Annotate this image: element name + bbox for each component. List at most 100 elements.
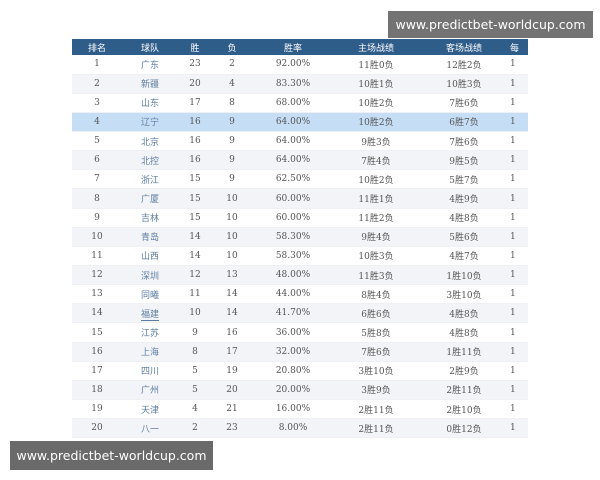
cell-away-record: 4胜8负 bbox=[418, 208, 510, 228]
col-header-rank[interactable]: 排名 bbox=[87, 43, 106, 54]
cell-wins: 14 bbox=[178, 227, 212, 247]
col-header-away-record[interactable]: 客场战绩 bbox=[445, 43, 482, 54]
cell-away-record: 5胜6负 bbox=[418, 227, 510, 247]
cell-losses: 10 bbox=[212, 246, 252, 267]
table-row[interactable]: 7 浙江 15 9 62.50% 10胜2负 5胜7负 1 bbox=[72, 169, 528, 190]
cell-team[interactable]: 新疆 bbox=[122, 74, 178, 94]
cell-wins: 20 bbox=[178, 74, 212, 94]
table-row[interactable]: 15 江苏 9 16 36.00% 5胜8负 4胜8负 1 bbox=[72, 322, 528, 343]
cell-away-record: 9胜5负 bbox=[418, 150, 510, 171]
cell-team[interactable]: 天津 bbox=[122, 399, 178, 420]
cell-rank: 10 bbox=[72, 227, 122, 247]
cell-rank: 2 bbox=[72, 74, 122, 94]
cell-away-record: 3胜10负 bbox=[418, 284, 510, 305]
cell-team[interactable]: 广东 bbox=[122, 55, 178, 75]
cell-team[interactable]: 辽宁 bbox=[122, 112, 178, 133]
cell-wins: 10 bbox=[178, 303, 212, 324]
cell-extra: 1 bbox=[510, 169, 528, 190]
cell-home-record: 11胜3负 bbox=[334, 265, 418, 286]
cell-win-pct: 41.70% bbox=[252, 303, 334, 324]
cell-home-record: 10胜2负 bbox=[334, 112, 418, 133]
cell-wins: 15 bbox=[178, 188, 212, 209]
cell-team[interactable]: 广厦 bbox=[122, 188, 178, 209]
cell-losses: 9 bbox=[212, 150, 252, 171]
col-header-losses[interactable]: 负 bbox=[227, 43, 237, 54]
cell-team[interactable]: 吉林 bbox=[122, 208, 178, 228]
cell-team[interactable]: 八一 bbox=[122, 418, 178, 439]
table-row[interactable]: 6 北控 16 9 64.00% 7胜4负 9胜5负 1 bbox=[72, 150, 528, 171]
cell-win-pct: 92.00% bbox=[252, 55, 334, 75]
table-header-row: 排名 球队 胜 负 胜率 主场战绩 客场战绩 每 bbox=[72, 39, 528, 55]
col-header-extra[interactable]: 每 bbox=[510, 43, 520, 54]
cell-wins: 16 bbox=[178, 131, 212, 152]
cell-team[interactable]: 福建 bbox=[122, 303, 178, 324]
table-row[interactable]: 16 上海 8 17 32.00% 7胜6负 1胜11负 1 bbox=[72, 342, 528, 362]
cell-extra: 1 bbox=[510, 303, 528, 324]
cell-win-pct: 44.00% bbox=[252, 284, 334, 305]
cell-win-pct: 62.50% bbox=[252, 169, 334, 190]
cell-rank: 16 bbox=[72, 342, 122, 362]
cell-team[interactable]: 山东 bbox=[122, 93, 178, 113]
cell-home-record: 3胜10负 bbox=[334, 361, 418, 381]
standings-table: 排名 球队 胜 负 胜率 主场战绩 客场战绩 每 1 广东 23 2 92.00% 11胜… bbox=[72, 39, 528, 439]
cell-wins: 11 bbox=[178, 284, 212, 305]
cell-win-pct: 36.00% bbox=[252, 322, 334, 343]
table-row[interactable]: 19 天津 4 21 16.00% 2胜11负 2胜10负 1 bbox=[72, 399, 528, 420]
cell-extra: 1 bbox=[510, 55, 528, 75]
cell-team[interactable]: 四川 bbox=[122, 361, 178, 381]
table-row[interactable]: 12 深圳 12 13 48.00% 11胜3负 1胜10负 1 bbox=[72, 265, 528, 286]
cell-home-record: 7胜6负 bbox=[334, 342, 418, 362]
cell-team[interactable]: 广州 bbox=[122, 380, 178, 401]
cell-extra: 1 bbox=[510, 208, 528, 228]
cell-away-record: 2胜10负 bbox=[418, 399, 510, 420]
cell-rank: 6 bbox=[72, 150, 122, 171]
col-header-win-pct[interactable]: 胜率 bbox=[283, 43, 302, 54]
cell-team[interactable]: 山西 bbox=[122, 246, 178, 267]
cell-team[interactable]: 青岛 bbox=[122, 227, 178, 247]
cell-team[interactable]: 江苏 bbox=[122, 322, 178, 343]
table-row[interactable]: 3 山东 17 8 68.00% 10胜2负 7胜6负 1 bbox=[72, 93, 528, 113]
table-row[interactable]: 10 青岛 14 10 58.30% 9胜4负 5胜6负 1 bbox=[72, 227, 528, 247]
table-row[interactable]: 17 四川 5 19 20.80% 3胜10负 2胜9负 1 bbox=[72, 361, 528, 381]
cell-home-record: 8胜4负 bbox=[334, 284, 418, 305]
cell-win-pct: 60.00% bbox=[252, 208, 334, 228]
cell-rank: 18 bbox=[72, 380, 122, 401]
cell-team[interactable]: 北控 bbox=[122, 150, 178, 171]
table-row[interactable]: 18 广州 5 20 20.00% 3胜9负 2胜11负 1 bbox=[72, 380, 528, 401]
cell-losses: 14 bbox=[212, 303, 252, 324]
table-row[interactable]: 8 广厦 15 10 60.00% 11胜1负 4胜9负 1 bbox=[72, 188, 528, 209]
col-header-team[interactable]: 球队 bbox=[140, 43, 159, 54]
col-header-wins[interactable]: 胜 bbox=[190, 43, 200, 54]
table-row[interactable]: 5 北京 16 9 64.00% 9胜3负 7胜6负 1 bbox=[72, 131, 528, 152]
cell-losses: 8 bbox=[212, 93, 252, 113]
cell-home-record: 10胜2负 bbox=[334, 93, 418, 113]
cell-extra: 1 bbox=[510, 131, 528, 152]
cell-win-pct: 16.00% bbox=[252, 399, 334, 420]
cell-wins: 23 bbox=[178, 55, 212, 75]
cell-win-pct: 48.00% bbox=[252, 265, 334, 286]
cell-away-record: 1胜10负 bbox=[418, 265, 510, 286]
table-row[interactable]: 2 新疆 20 4 83.30% 10胜1负 10胜3负 1 bbox=[72, 74, 528, 94]
table-row[interactable]: 20 八一 2 23 8.00% 2胜11负 0胜12负 1 bbox=[72, 418, 528, 439]
table-row[interactable]: 14 福建 10 14 41.70% 6胜6负 4胜8负 1 bbox=[72, 303, 528, 324]
table-row[interactable]: 1 广东 23 2 92.00% 11胜0负 12胜2负 1 bbox=[72, 55, 528, 75]
cell-team[interactable]: 浙江 bbox=[122, 169, 178, 190]
table-row[interactable]: 11 山西 14 10 58.30% 10胜3负 4胜7负 1 bbox=[72, 246, 528, 267]
cell-losses: 13 bbox=[212, 265, 252, 286]
cell-wins: 15 bbox=[178, 208, 212, 228]
cell-win-pct: 64.00% bbox=[252, 112, 334, 133]
table-row[interactable]: 4 辽宁 16 9 64.00% 10胜2负 6胜7负 1 bbox=[72, 112, 528, 133]
cell-home-record: 10胜1负 bbox=[334, 74, 418, 94]
cell-extra: 1 bbox=[510, 418, 528, 439]
table-row[interactable]: 13 同曦 11 14 44.00% 8胜4负 3胜10负 1 bbox=[72, 284, 528, 305]
cell-extra: 1 bbox=[510, 322, 528, 343]
cell-team[interactable]: 上海 bbox=[122, 342, 178, 362]
cell-team[interactable]: 北京 bbox=[122, 131, 178, 152]
cell-extra: 1 bbox=[510, 150, 528, 171]
cell-team[interactable]: 深圳 bbox=[122, 265, 178, 286]
table-row[interactable]: 9 吉林 15 10 60.00% 11胜2负 4胜8负 1 bbox=[72, 208, 528, 228]
cell-extra: 1 bbox=[510, 188, 528, 209]
col-header-home-record[interactable]: 主场战绩 bbox=[357, 43, 394, 54]
cell-losses: 23 bbox=[212, 418, 252, 439]
cell-team[interactable]: 同曦 bbox=[122, 284, 178, 305]
